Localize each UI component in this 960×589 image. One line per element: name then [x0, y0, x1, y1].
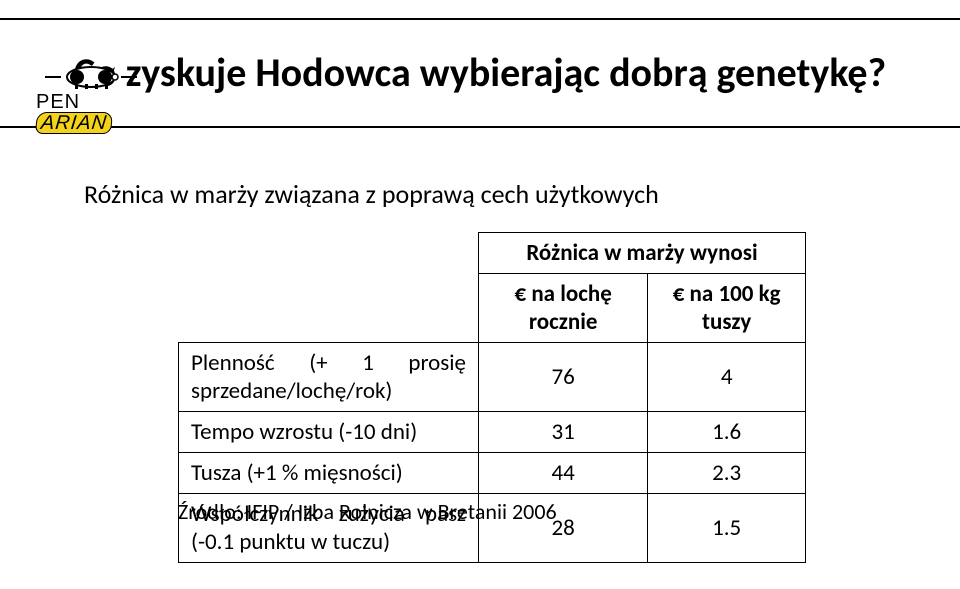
cell-value: 1.5 [648, 494, 806, 563]
table-header-row-1: Różnica w marży wynosi [179, 233, 806, 274]
source-citation: Źródło: IFIP / Izba Rolnicza w Bretanii … [178, 498, 557, 525]
cell-value: 44 [479, 453, 648, 494]
cell-value: 1.6 [648, 412, 806, 453]
table-header-row-2: € na lochę rocznie € na 100 kg tuszy [179, 274, 806, 343]
empty-cell [179, 274, 479, 343]
row-label: Tusza (+1 % mięsności) [179, 453, 479, 494]
table-row: Plenność (+ 1 prosię sprzedane/lochę/rok… [179, 343, 806, 412]
col-header-2: € na 100 kg tuszy [648, 274, 806, 343]
subtitle: Różnica w marży związana z poprawą cech … [84, 178, 659, 210]
row-label: Tempo wzrostu (-10 dni) [179, 412, 479, 453]
pig-icon [45, 64, 137, 90]
col-header-1: € na lochę rocznie [479, 274, 648, 343]
logo-wordmark: PENARIAN [36, 92, 146, 134]
cell-value: 2.3 [648, 453, 806, 494]
row-label: Plenność (+ 1 prosię sprzedane/lochę/rok… [179, 343, 479, 412]
table-row: Tusza (+1 % mięsności) 44 2.3 [179, 453, 806, 494]
slide: Co zyskuje Hodowca wybierając dobrą gene… [0, 0, 960, 589]
logo-pen: PEN [36, 91, 80, 113]
cell-value: 31 [479, 412, 648, 453]
table-row: Tempo wzrostu (-10 dni) 31 1.6 [179, 412, 806, 453]
cell-value: 76 [479, 343, 648, 412]
logo-arian: ARIAN [35, 112, 113, 134]
brand-logo: PENARIAN [36, 62, 146, 136]
table-header-span: Różnica w marży wynosi [479, 233, 806, 274]
cell-value: 4 [648, 343, 806, 412]
empty-cell [179, 233, 479, 274]
